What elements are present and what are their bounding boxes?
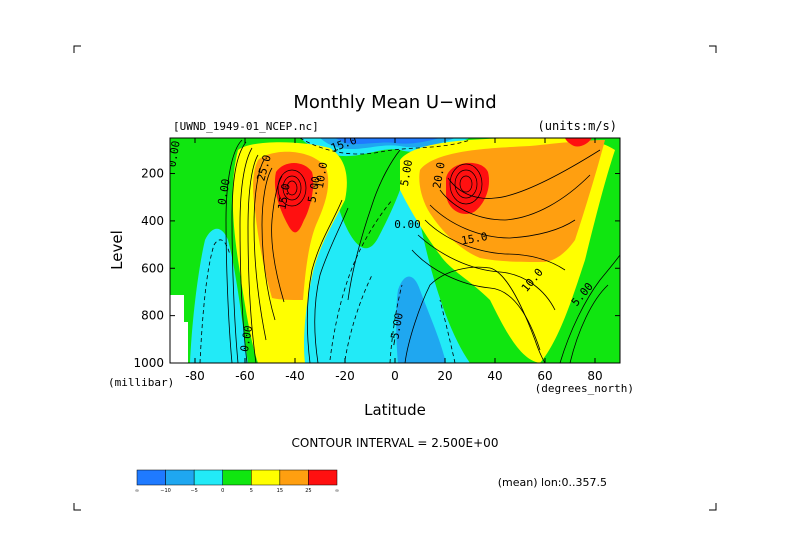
white-region-antarctic [170, 295, 188, 363]
colorbar-swatch [251, 469, 281, 486]
y-tick-label: 1000 [133, 356, 164, 370]
contour-label: −5.00 [387, 312, 406, 347]
y-axis-label: Level [108, 230, 126, 270]
contour-label: 5.00 [398, 159, 415, 187]
colorbar-tick-label: 0 [221, 488, 224, 494]
axes: -80 -60 -40 -20 0 20 40 60 80 200 400 600 800 1000 [133, 138, 620, 383]
red-region-south-jet [274, 163, 314, 233]
mean-label: (mean) lon:0..357.5 [498, 476, 607, 489]
contour-interval-label: CONTOUR INTERVAL = 2.500E+00 [292, 436, 499, 450]
contour-label: 0.00 [215, 178, 232, 206]
darkblue-region-top [335, 138, 440, 144]
x-tick-label: 40 [487, 369, 502, 383]
contour-lines [225, 139, 620, 363]
colorbar-tick-label: 25 [305, 488, 311, 494]
corner-marks [73, 45, 717, 511]
x-tick-label: 0 [391, 369, 399, 383]
colorbar-tick-label: ∞ [135, 488, 139, 494]
contour-label: 15.0 [460, 230, 488, 247]
colorbar-swatch [308, 469, 338, 486]
units-label: (units:m/s) [538, 119, 617, 133]
y-tick-label: 800 [141, 309, 164, 323]
cyan-region-south-high-lat [190, 228, 248, 363]
colorbar-swatch [136, 469, 166, 486]
jet-core-contours [277, 163, 483, 207]
x-tick-label: -20 [335, 369, 355, 383]
x-tick-label: -80 [185, 369, 205, 383]
colorbar-tick-label: 15 [277, 488, 283, 494]
y-tick-label: 200 [141, 167, 164, 181]
negative-contour-lines [199, 138, 471, 363]
dataset-label: [UWND_1949-01_NCEP.nc] [173, 120, 319, 133]
chart-title: Monthly Mean U−wind [293, 92, 496, 113]
y-tick-label: 400 [141, 214, 164, 228]
x-units-label: (degrees_north) [535, 382, 634, 395]
y-units-label: (millibar) [108, 376, 174, 389]
colorbar: ∞ −10 −5 0 5 15 25 ∞ [135, 469, 339, 494]
x-tick-label: -60 [235, 369, 255, 383]
contour-label: 5.00 [305, 175, 322, 203]
contour-label: 15.0 [275, 182, 292, 210]
colorbar-tick-label: −5 [190, 488, 197, 494]
x-tick-label: 60 [537, 369, 552, 383]
colorbar-tick-label: −10 [160, 488, 171, 494]
red-region-north-jet [446, 162, 490, 215]
contour-label: 10.0 [313, 161, 330, 189]
colorbar-swatch [222, 469, 252, 486]
contour-label: 0.00 [394, 218, 421, 231]
y-tick-label: 600 [141, 261, 164, 275]
contour-label: 0.00 [238, 325, 255, 353]
plot-area: 0.000.000.0025.015.015.010.05.000.00−5.0… [170, 138, 620, 363]
colorbar-tick-label: ∞ [335, 488, 339, 494]
blue-region-tropics [396, 276, 446, 363]
x-tick-label: 80 [587, 369, 602, 383]
colorbar-tick-label: 5 [250, 488, 253, 494]
contour-label: 20.0 [430, 161, 447, 189]
red-region-north-top [565, 138, 592, 147]
x-axis-label: Latitude [364, 401, 426, 419]
colorbar-swatch [193, 469, 223, 486]
x-tick-label: 20 [437, 369, 452, 383]
colorbar-swatch [165, 469, 195, 486]
x-tick-label: -40 [285, 369, 305, 383]
colorbar-swatch [279, 469, 309, 486]
